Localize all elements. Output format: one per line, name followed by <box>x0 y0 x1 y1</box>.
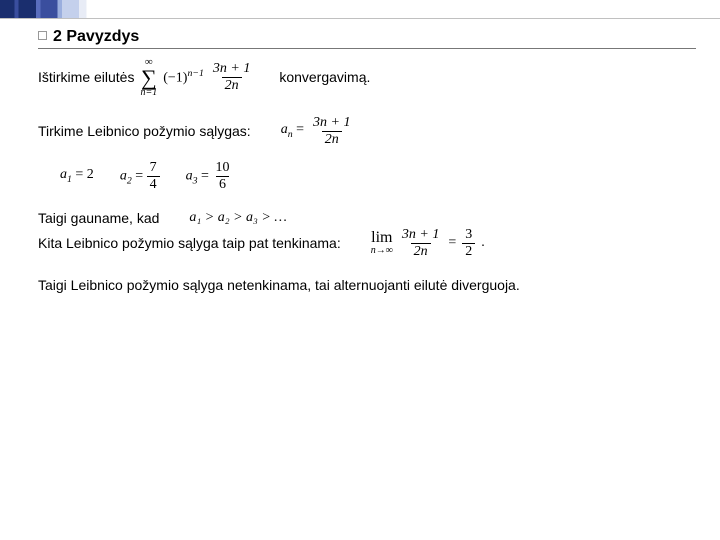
title-text: 2 Pavyzdys <box>53 28 139 45</box>
limit-lhs: 3n + 1 2n <box>399 228 442 259</box>
line3-text: Taigi gauname, kad <box>38 210 159 226</box>
terms-row: a1 = 2 a2 = 7 4 a3 = 10 6 <box>60 161 696 192</box>
period-dot: . <box>481 235 485 251</box>
an-fraction: 3n + 1 2n <box>310 116 353 147</box>
line-1: Ištirkime eilutės ∞ ∑ n=1 (−1)n−1 3n + 1… <box>38 57 696 98</box>
line-2: Tirkime Leibnico požymio sąlygas: an = 3… <box>38 116 696 147</box>
series-fraction: 3n + 1 2n <box>210 62 253 93</box>
bullet-icon <box>38 31 47 40</box>
line1-tail: konvergavimą. <box>279 69 370 85</box>
line1-lead: Ištirkime eilutės <box>38 69 134 85</box>
sigma-lower: n=1 <box>140 88 157 98</box>
conclusion-text: Taigi Leibnico požymio sąlyga netenkinam… <box>38 277 520 293</box>
sigma-stack: ∞ ∑ n=1 <box>140 57 157 98</box>
conclusion-line: Taigi Leibnico požymio sąlyga netenkinam… <box>38 277 696 293</box>
slide-content: 2 Pavyzdys Ištirkime eilutės ∞ ∑ n=1 (−1… <box>38 28 696 307</box>
top-accent <box>0 0 720 18</box>
an-definition: an = <box>281 122 304 140</box>
sigma-symbol: ∑ <box>141 68 157 88</box>
limit-eq: = <box>448 235 456 251</box>
term-a3: a3 = 10 6 <box>186 161 233 192</box>
line-3: Taigi gauname, kad a₁ > a₂ > a₃ > … <box>38 210 696 226</box>
a2-frac: 7 4 <box>147 161 160 192</box>
top-rule <box>0 18 720 19</box>
term-a1: a1 = 2 <box>60 167 94 185</box>
a3-frac: 10 6 <box>212 161 232 192</box>
line4-text: Kita Leibnico požymio sąlyga taip pat te… <box>38 235 341 251</box>
term-a2: a2 = 7 4 <box>120 161 160 192</box>
series-factor: (−1)n−1 <box>163 68 204 87</box>
line2-text: Tirkime Leibnico požymio sąlygas: <box>38 123 251 139</box>
limit-op: lim n→∞ <box>371 230 393 256</box>
line-4: Kita Leibnico požymio sąlyga taip pat te… <box>38 228 696 259</box>
example-title: 2 Pavyzdys <box>38 28 696 49</box>
inequality: a₁ > a₂ > a₃ > … <box>189 210 286 226</box>
limit-rhs: 3 2 <box>462 228 475 259</box>
